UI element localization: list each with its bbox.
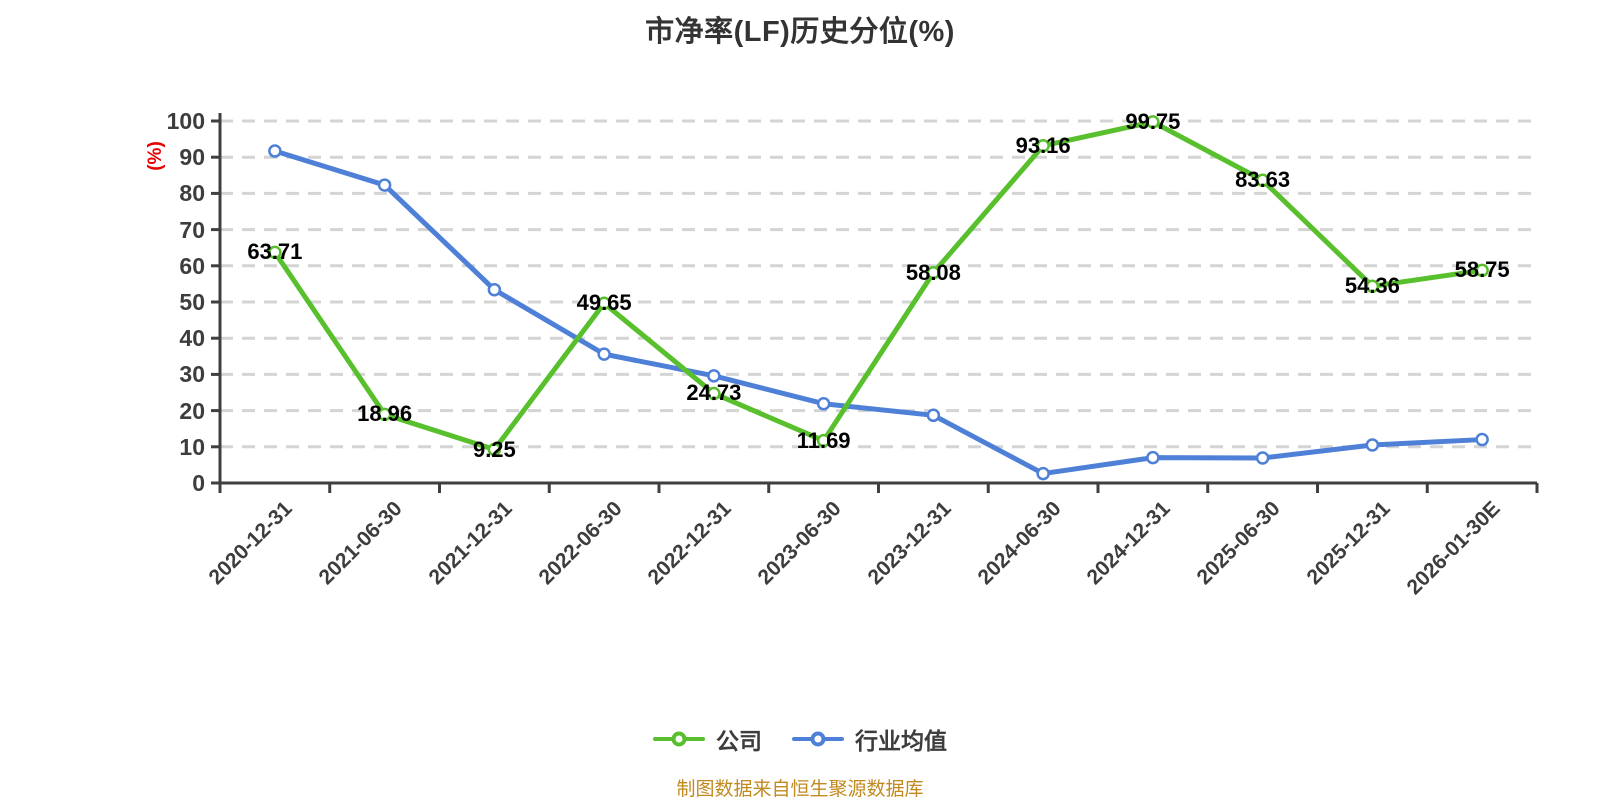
company-series-marker-icon bbox=[653, 726, 705, 752]
x-axis bbox=[218, 481, 1539, 493]
data-point-label: 99.75 bbox=[1125, 108, 1181, 134]
data-point-marker[interactable] bbox=[707, 369, 721, 383]
y-axis-tick-label: 90 bbox=[179, 144, 205, 171]
data-point-label: 49.65 bbox=[576, 290, 632, 316]
y-axis-tick-label: 100 bbox=[166, 108, 205, 134]
legend-label-company: 公司 bbox=[716, 728, 762, 754]
data-point-marker[interactable] bbox=[597, 296, 611, 311]
data-point-label: 93.16 bbox=[1015, 132, 1071, 158]
data-point-marker[interactable] bbox=[926, 266, 941, 280]
data-point-marker[interactable] bbox=[377, 178, 392, 192]
data-point-label: 11.69 bbox=[796, 427, 851, 453]
data-point-marker[interactable] bbox=[377, 407, 392, 422]
data-point-label: 58.75 bbox=[1454, 257, 1510, 283]
y-axis-tick-label: 60 bbox=[179, 252, 205, 279]
data-point-label: 24.73 bbox=[686, 380, 742, 406]
gridlines bbox=[220, 119, 1537, 449]
data-point-label: 58.08 bbox=[905, 259, 961, 285]
data-point-marker[interactable] bbox=[487, 282, 502, 297]
data-source-note: 制图数据来自恒生聚源数据库 bbox=[676, 779, 924, 800]
data-point-marker[interactable] bbox=[268, 245, 282, 260]
data-point-marker[interactable] bbox=[597, 347, 611, 361]
company-line bbox=[268, 115, 1489, 457]
data-point-label: 9.25 bbox=[472, 436, 516, 462]
data-point-marker[interactable] bbox=[816, 396, 831, 411]
data-point-marker[interactable] bbox=[1475, 263, 1489, 278]
y-axis-tick-label: 10 bbox=[179, 433, 205, 460]
data-point-label: 18.96 bbox=[357, 401, 413, 427]
data-point-marker[interactable] bbox=[926, 408, 941, 423]
data-point-marker[interactable] bbox=[1255, 173, 1270, 188]
data-point-marker[interactable] bbox=[1036, 466, 1050, 481]
industry-series-marker-icon bbox=[792, 726, 844, 752]
y-axis-tick-label: 70 bbox=[179, 216, 205, 243]
y-axis-tick-label: 0 bbox=[192, 470, 205, 496]
y-axis bbox=[211, 113, 222, 485]
data-point-marker[interactable] bbox=[1365, 438, 1380, 452]
legend-dot-icon bbox=[671, 731, 687, 747]
y-axis-tick-label: 80 bbox=[179, 180, 205, 207]
legend-label-industry-average: 行业均值 bbox=[855, 728, 947, 754]
legend: 公司 行业均值 bbox=[0, 722, 1600, 756]
chart-title: 市净率(LF)历史分位(%) bbox=[645, 16, 955, 48]
data-point-label: 54.36 bbox=[1344, 273, 1400, 299]
legend-dot-icon bbox=[810, 731, 826, 747]
y-axis-tick-label: 30 bbox=[179, 361, 205, 388]
legend-item-company[interactable]: 公司 bbox=[653, 722, 762, 756]
y-axis-tick-label: 40 bbox=[179, 325, 205, 352]
legend-item-industry-average[interactable]: 行业均值 bbox=[792, 722, 947, 756]
industry-average-line bbox=[268, 144, 1489, 481]
data-point-marker[interactable] bbox=[1036, 139, 1050, 153]
data-point-marker[interactable] bbox=[1255, 451, 1270, 465]
data-point-marker[interactable] bbox=[1365, 279, 1380, 293]
data-point-label: 83.63 bbox=[1235, 167, 1291, 193]
data-point-marker[interactable] bbox=[487, 442, 502, 457]
data-point-label: 63.71 bbox=[247, 239, 303, 265]
data-point-marker[interactable] bbox=[816, 433, 831, 448]
data-point-marker[interactable] bbox=[1146, 115, 1160, 129]
y-axis-tick-label: 20 bbox=[179, 397, 205, 424]
data-point-marker[interactable] bbox=[268, 144, 282, 158]
data-point-marker[interactable] bbox=[1475, 432, 1489, 447]
data-point-marker[interactable] bbox=[1146, 450, 1160, 465]
y-axis-tick-label: 50 bbox=[179, 289, 205, 315]
data-point-marker[interactable] bbox=[707, 386, 721, 401]
